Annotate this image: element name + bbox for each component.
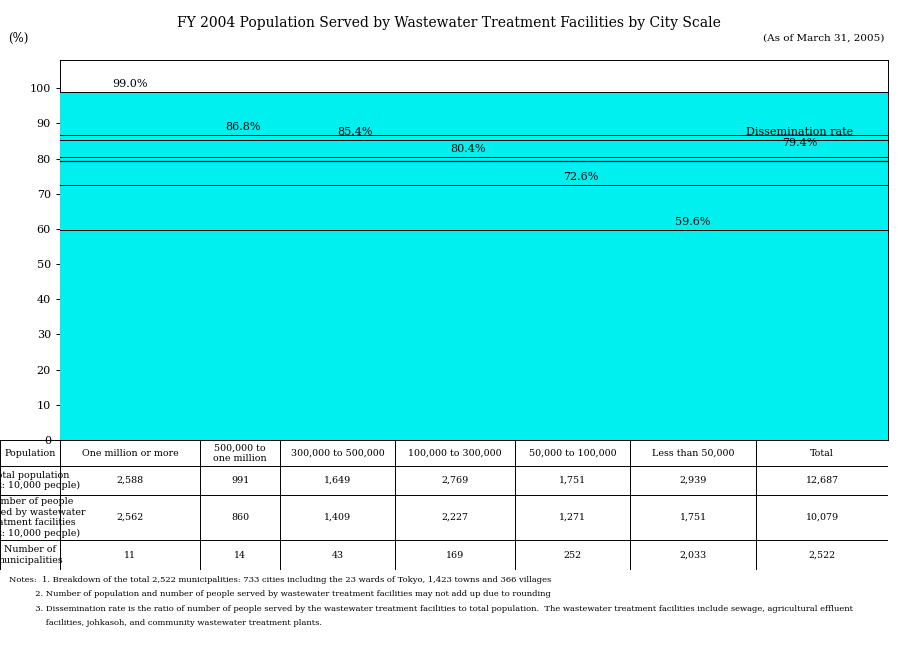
Text: facilities, johkasoh, and community wastewater treatment plants.: facilities, johkasoh, and community wast… xyxy=(9,619,322,627)
Bar xyxy=(0,157,898,440)
Text: One million or more: One million or more xyxy=(82,448,179,457)
Text: 1,649: 1,649 xyxy=(324,476,351,485)
Text: Population: Population xyxy=(4,448,56,457)
Text: 100,000 to 300,000: 100,000 to 300,000 xyxy=(409,448,502,457)
Text: 50,000 to 100,000: 50,000 to 100,000 xyxy=(529,448,616,457)
Text: 2,562: 2,562 xyxy=(117,513,144,522)
Text: 10,079: 10,079 xyxy=(806,513,839,522)
Text: 59.6%: 59.6% xyxy=(675,218,710,227)
Text: 12,687: 12,687 xyxy=(806,476,839,485)
Bar xyxy=(0,139,898,440)
Text: Less than 50,000: Less than 50,000 xyxy=(652,448,735,457)
Y-axis label: (%): (%) xyxy=(8,32,29,45)
Text: 1,751: 1,751 xyxy=(680,513,707,522)
Text: 2,522: 2,522 xyxy=(808,551,835,559)
Text: Total population
(unit: 10,000 people): Total population (unit: 10,000 people) xyxy=(0,470,81,491)
Text: (As of March 31, 2005): (As of March 31, 2005) xyxy=(763,34,885,43)
Text: 43: 43 xyxy=(331,551,344,559)
Text: FY 2004 Population Served by Wastewater Treatment Facilities by City Scale: FY 2004 Population Served by Wastewater … xyxy=(177,16,721,30)
Text: 99.0%: 99.0% xyxy=(112,79,148,89)
Text: 300,000 to 500,000: 300,000 to 500,000 xyxy=(291,448,384,457)
Text: 14: 14 xyxy=(234,551,246,559)
Text: 1,751: 1,751 xyxy=(559,476,586,485)
Text: 72.6%: 72.6% xyxy=(563,172,598,181)
Text: 860: 860 xyxy=(231,513,249,522)
Text: 2,769: 2,769 xyxy=(442,476,469,485)
Text: 2,033: 2,033 xyxy=(680,551,707,559)
Bar xyxy=(0,185,898,440)
Text: 252: 252 xyxy=(563,551,582,559)
Text: 3. Dissemination rate is the ratio of number of people served by the wastewater : 3. Dissemination rate is the ratio of nu… xyxy=(9,605,853,612)
Text: 2,588: 2,588 xyxy=(117,476,144,485)
Text: 85.4%: 85.4% xyxy=(338,127,373,137)
Text: Total: Total xyxy=(810,448,834,457)
Text: Number of people
covered by wastewater
treatment facilities
(unit: 10,000 people: Number of people covered by wastewater t… xyxy=(0,497,85,538)
Bar xyxy=(0,230,898,440)
Text: 169: 169 xyxy=(446,551,464,559)
Text: 80.4%: 80.4% xyxy=(450,145,486,154)
Text: Notes:  1. Breakdown of the total 2,522 municipalities: 733 cities including the: Notes: 1. Breakdown of the total 2,522 m… xyxy=(9,576,551,584)
Bar xyxy=(0,135,898,440)
Text: 2,939: 2,939 xyxy=(679,476,707,485)
Text: 2,227: 2,227 xyxy=(442,513,469,522)
Text: 86.8%: 86.8% xyxy=(224,122,260,132)
Text: 1,409: 1,409 xyxy=(324,513,351,522)
Text: 1,271: 1,271 xyxy=(559,513,586,522)
Text: 11: 11 xyxy=(124,551,136,559)
Text: Dissemination rate
79.4%: Dissemination rate 79.4% xyxy=(746,127,853,148)
Text: 2. Number of population and number of people served by wastewater treatment faci: 2. Number of population and number of pe… xyxy=(9,590,550,598)
Text: 500,000 to
one million: 500,000 to one million xyxy=(213,443,267,463)
Text: Number of
municipalities: Number of municipalities xyxy=(0,546,64,564)
Text: 991: 991 xyxy=(231,476,249,485)
